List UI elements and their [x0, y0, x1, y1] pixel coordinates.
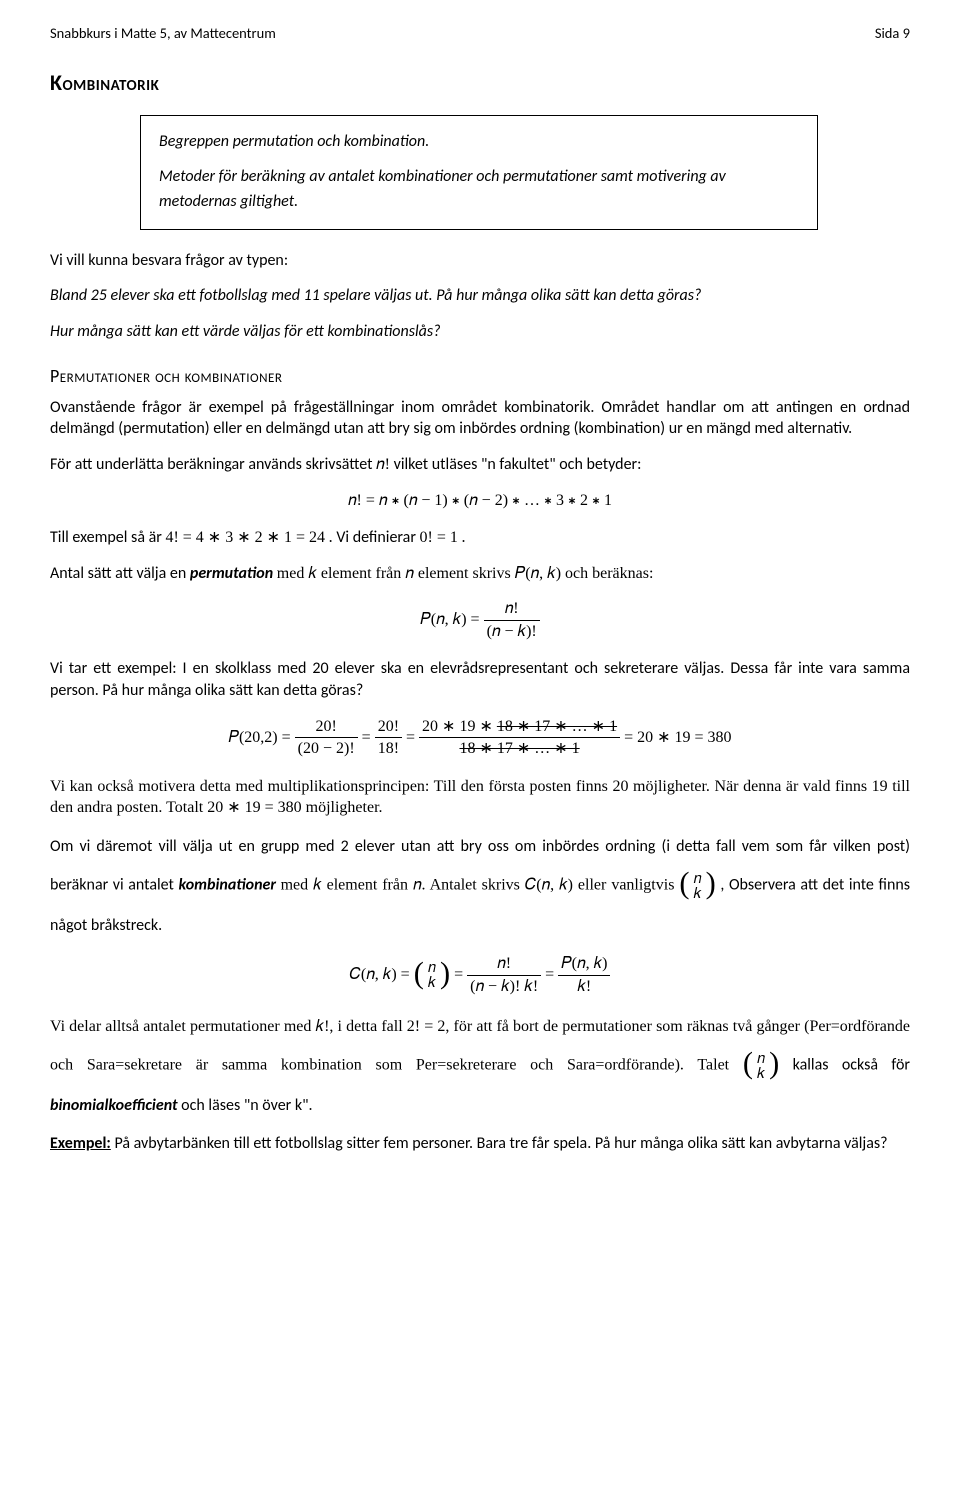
eq-perm-lhs: 𝑃(𝑛, 𝑘) = [420, 611, 483, 628]
page-container: Snabbkurs i Matte 5, av Mattecentrum Sid… [0, 0, 960, 1229]
definition-line-2: Metoder för beräkning av antalet kombina… [159, 165, 799, 215]
binom-k: 𝑘 [694, 886, 702, 901]
eq4-frac1: 𝑛! (𝑛 − 𝑘)! 𝑘! [467, 953, 541, 997]
example-label: Exempel: [50, 1134, 111, 1153]
para-5: Vi tar ett exempel: I en skolklass med 2… [50, 658, 910, 701]
eq3-eq2: = [406, 728, 419, 745]
para-2b: vilket utläses "n fakultet" och betyder: [394, 455, 642, 474]
eq3-f1-num: 20! [295, 716, 358, 738]
page-header: Snabbkurs i Matte 5, av Mattecentrum Sid… [50, 24, 910, 44]
eq3-f3-num: 20 ∗ 19 ∗ 18 ∗ 17 ∗ … ∗ 1 [419, 716, 620, 738]
eq3-f2-den: 18! [375, 737, 402, 760]
para-4a: Antal sätt att välja en [50, 564, 190, 583]
eq-perm-num: 𝑛! [484, 598, 540, 620]
example-text: På avbytarbänken till ett fotbollslag si… [114, 1134, 887, 1153]
header-left: Snabbkurs i Matte 5, av Mattecentrum [50, 24, 276, 44]
para-7b: med 𝑘 element från 𝑛. Antalet skrivs 𝐶(𝑛… [281, 877, 680, 894]
page-title: Kombinatorik [50, 68, 910, 98]
eq4-binom-n: 𝑛 [428, 960, 436, 975]
equation-p20-2: 𝑃(20,2) = 20! (20 − 2)! = 20! 18! = 20 ∗… [50, 716, 910, 760]
para-8: Vi delar alltså antalet permutationer me… [50, 1013, 910, 1119]
eq4-binom: 𝑛 𝑘 [414, 955, 450, 996]
eq3-rhs: = 20 ∗ 19 = 380 [624, 728, 731, 745]
para-3: Till exempel så är 4! = 4 ∗ 3 ∗ 2 ∗ 1 = … [50, 527, 910, 549]
eq4-f2-num: 𝑃(𝑛, 𝑘) [558, 953, 610, 975]
binom-n-2: 𝑛 [757, 1051, 765, 1066]
eq3-f3-den: 18 ∗ 17 ∗ … ∗ 1 [419, 737, 620, 760]
eq3-frac3: 20 ∗ 19 ∗ 18 ∗ 17 ∗ … ∗ 1 18 ∗ 17 ∗ … ∗ … [419, 716, 620, 760]
eq3-eq1: = [362, 728, 375, 745]
intro-3: Hur många sätt kan ett värde väljas för … [50, 321, 910, 343]
example-paragraph: Exempel: På avbytarbänken till ett fotbo… [50, 1133, 910, 1155]
n-factorial: 𝑛! [376, 456, 390, 473]
para-8b: kallas också för [793, 1056, 910, 1075]
keyword-binomial: binomialkoefficient [50, 1096, 178, 1115]
equation-factorial: 𝑛! = 𝑛 ∗ (𝑛 − 1) ∗ (𝑛 − 2) ∗ … ∗ 3 ∗ 2 ∗… [50, 490, 910, 512]
section-title: Permutationer och kombinationer [50, 364, 910, 388]
para-7: Om vi däremot vill välja ut en grupp med… [50, 833, 910, 939]
eq3-frac1: 20! (20 − 2)! [295, 716, 358, 760]
eq3-lhs: 𝑃(20,2) = [228, 728, 294, 745]
eq4-f2-den: 𝑘! [558, 975, 610, 998]
eq3-f3-num-a: 20 ∗ 19 ∗ [422, 718, 497, 735]
eq4-f1-den: (𝑛 − 𝑘)! 𝑘! [467, 975, 541, 998]
eq4-f1-num: 𝑛! [467, 953, 541, 975]
example-4fac: 4! = 4 ∗ 3 ∗ 2 ∗ 1 = 24 [165, 529, 325, 546]
keyword-combination: kombinationer [179, 876, 277, 895]
binom-nk-inline: 𝑛 𝑘 [679, 860, 715, 912]
para-3c: . [462, 528, 466, 547]
eq4-eq2: = [545, 966, 558, 983]
keyword-permutation: permutation [190, 564, 273, 583]
eq-perm-den: (𝑛 − 𝑘)! [484, 620, 540, 643]
para-6: Vi kan också motivera detta med multipli… [50, 776, 910, 819]
para-8c: och läses "n över k". [181, 1096, 312, 1115]
definition-box: Begreppen permutation och kombination. M… [140, 115, 818, 229]
eq4-eq1: = [454, 966, 467, 983]
eq4-binom-k: 𝑘 [428, 975, 436, 990]
para-8a: Vi delar alltså antalet permutationer me… [50, 1018, 910, 1074]
binom-k-2: 𝑘 [757, 1066, 765, 1081]
para-3b: . Vi definierar [329, 528, 420, 547]
para-2a: För att underlätta beräkningar används s… [50, 455, 376, 474]
para-2: För att underlätta beräkningar används s… [50, 454, 910, 476]
intro-2: Bland 25 elever ska ett fotbollslag med … [50, 285, 910, 307]
para-4: Antal sätt att välja en permutation med … [50, 563, 910, 585]
example-0fac: 0! = 1 [420, 529, 458, 546]
intro-1: Vi vill kunna besvara frågor av typen: [50, 250, 910, 272]
para-4b: med 𝑘 element från 𝑛 element skrivs 𝑃(𝑛,… [277, 565, 654, 582]
eq-perm-frac: 𝑛! (𝑛 − 𝑘)! [484, 598, 540, 642]
para-1: Ovanstående frågor är exempel på frågest… [50, 397, 910, 440]
eq3-f1-den: (20 − 2)! [295, 737, 358, 760]
eq3-f3-num-b: 18 ∗ 17 ∗ … ∗ 1 [497, 718, 617, 735]
equation-permutation: 𝑃(𝑛, 𝑘) = 𝑛! (𝑛 − 𝑘)! [50, 598, 910, 642]
equation-combination: 𝐶(𝑛, 𝑘) = 𝑛 𝑘 = 𝑛! (𝑛 − 𝑘)! 𝑘! = 𝑃(𝑛, 𝑘)… [50, 953, 910, 997]
header-right: Sida 9 [875, 24, 910, 44]
eq3-f2-num: 20! [375, 716, 402, 738]
para-3a: Till exempel så är [50, 528, 165, 547]
eq3-frac2: 20! 18! [375, 716, 402, 760]
binom-n: 𝑛 [694, 871, 702, 886]
binom-nk-inline-2: 𝑛 𝑘 [743, 1040, 779, 1092]
eq4-lhs: 𝐶(𝑛, 𝑘) = [350, 966, 414, 983]
definition-line-1: Begreppen permutation och kombination. [159, 130, 799, 155]
eq4-frac2: 𝑃(𝑛, 𝑘) 𝑘! [558, 953, 610, 997]
